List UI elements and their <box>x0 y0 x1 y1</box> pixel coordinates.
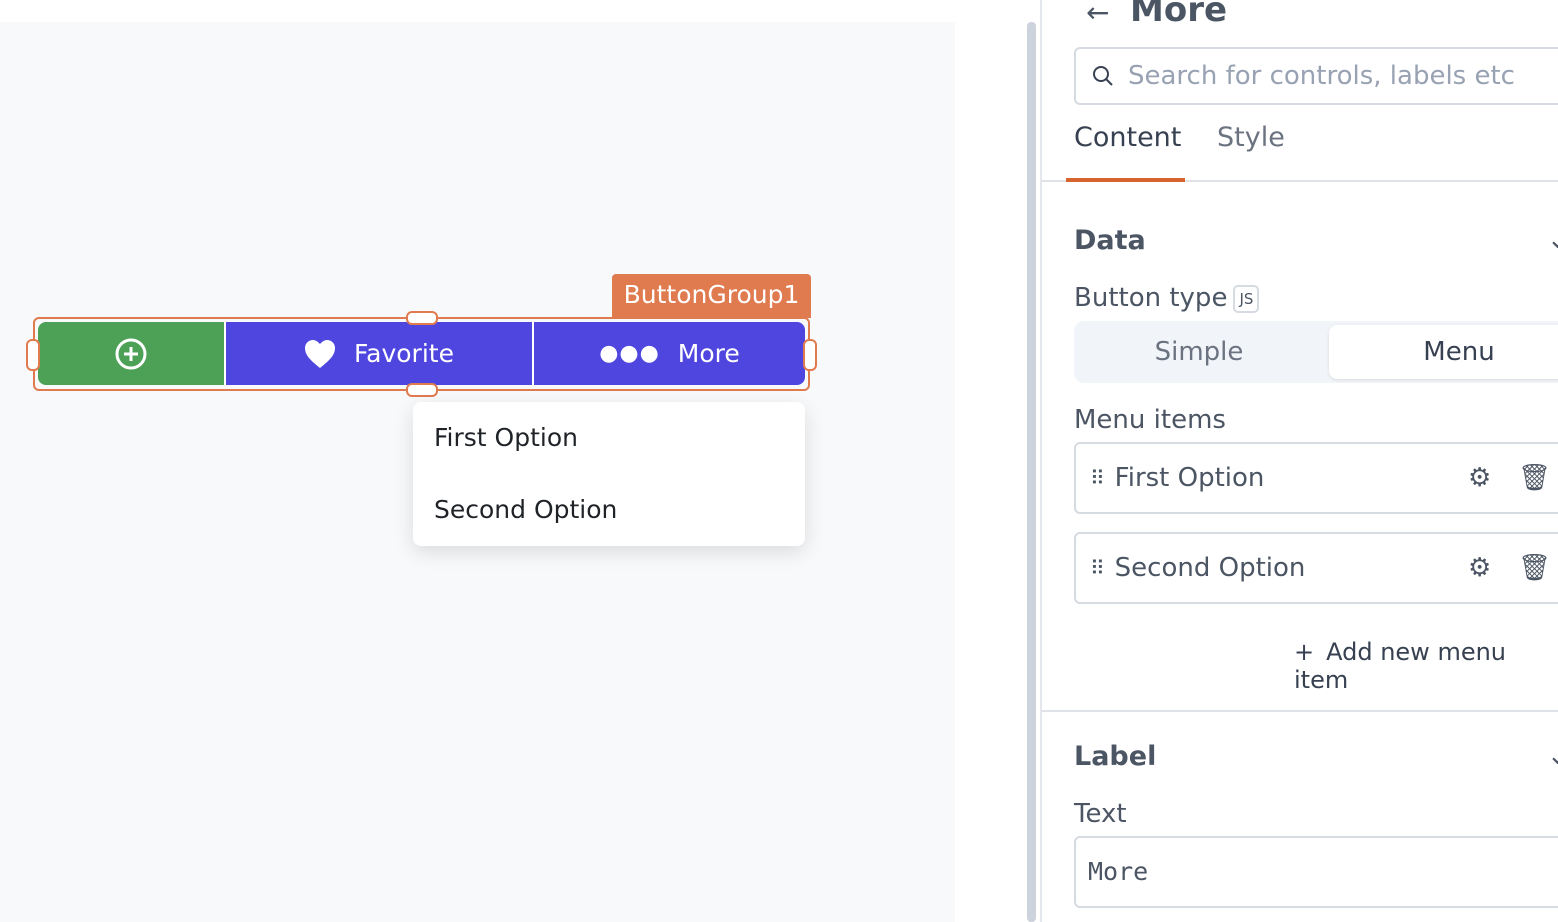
dropdown-menu: First Option Second Option <box>413 402 805 546</box>
js-toggle[interactable]: JS <box>1233 284 1260 313</box>
back-arrow-icon[interactable]: ← <box>1086 0 1110 29</box>
button-group: Favorite ●●● More <box>38 322 805 385</box>
menu-item-row: ⠿ First Option ⚙ 🗑 <box>1074 442 1558 514</box>
tab-content[interactable]: Content <box>1074 122 1182 153</box>
chevron-down-icon[interactable]: ⌄ <box>1547 741 1558 771</box>
menu-item-row: ⠿ Second Option ⚙ 🗑 <box>1074 532 1558 604</box>
menu-items-label: Menu items <box>1074 405 1226 435</box>
tabs: Content Style <box>1042 110 1558 182</box>
add-button[interactable] <box>38 322 224 385</box>
resize-handle-right[interactable] <box>803 339 817 371</box>
plus-icon: + <box>1294 638 1315 666</box>
gear-icon[interactable]: ⚙ <box>1468 463 1492 493</box>
search-input[interactable]: Search for controls, labels etc <box>1074 47 1558 105</box>
trash-icon[interactable]: 🗑 <box>1518 553 1552 583</box>
more-label: More <box>677 339 740 368</box>
text-label: Text <box>1074 799 1127 829</box>
tab-style[interactable]: Style <box>1217 122 1285 153</box>
scrollbar[interactable] <box>1027 22 1036 922</box>
chevron-down-icon[interactable]: ⌄ <box>1547 225 1558 255</box>
add-menu-item-button[interactable]: + Add new menu item <box>1294 638 1558 694</box>
type-simple[interactable]: Simple <box>1154 337 1244 367</box>
text-input[interactable]: More <box>1074 836 1558 908</box>
more-dots-icon: ●●● <box>599 341 660 366</box>
search-placeholder: Search for controls, labels etc <box>1128 61 1515 91</box>
resize-handle-top[interactable] <box>406 311 438 325</box>
divider <box>1042 710 1558 712</box>
menu-option[interactable]: Second Option <box>434 495 618 524</box>
add-menu-item-label: Add new menu item <box>1294 638 1507 694</box>
drag-handle-icon[interactable]: ⠿ <box>1090 466 1105 490</box>
menu-option[interactable]: First Option <box>434 423 578 452</box>
menu-item-label: Second Option <box>1114 553 1306 583</box>
favorite-button[interactable]: Favorite <box>224 322 532 385</box>
data-section-header[interactable]: Data <box>1074 225 1146 256</box>
label-section-header[interactable]: Label <box>1074 741 1157 772</box>
property-pane: ← More Search for controls, labels etc C… <box>1040 0 1558 922</box>
gear-icon[interactable]: ⚙ <box>1468 553 1492 583</box>
heart-icon <box>305 339 336 368</box>
type-menu[interactable]: Menu <box>1329 325 1558 379</box>
widget-name-tag[interactable]: ButtonGroup1 <box>612 274 811 318</box>
drag-handle-icon[interactable]: ⠿ <box>1090 556 1105 580</box>
resize-handle-bottom[interactable] <box>406 383 438 397</box>
button-type-toggle: Simple Menu <box>1074 321 1558 383</box>
trash-icon[interactable]: 🗑 <box>1518 463 1552 493</box>
favorite-label: Favorite <box>354 339 454 368</box>
active-tab-underline <box>1066 178 1185 182</box>
plus-circle-icon <box>115 338 147 369</box>
search-icon <box>1093 66 1113 86</box>
more-button[interactable]: ●●● More <box>532 322 805 385</box>
menu-item-label: First Option <box>1114 463 1265 493</box>
resize-handle-left[interactable] <box>26 339 40 371</box>
pane-title: More <box>1130 0 1228 30</box>
button-type-label: Button type <box>1074 283 1228 313</box>
